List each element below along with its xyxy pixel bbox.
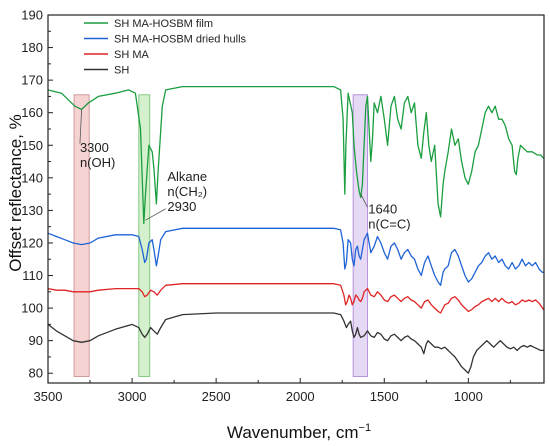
legend: SH MA-HOSBM film SH MA-HOSBM dried hulls S… bbox=[84, 18, 247, 77]
legend-label: SH MA-HOSBM dried hulls bbox=[114, 34, 247, 46]
y-tick-label: 180 bbox=[21, 40, 43, 55]
annotation-line: n(OH) bbox=[80, 155, 115, 170]
axes bbox=[47, 14, 545, 384]
band-1 bbox=[138, 94, 151, 377]
annotation-line: n(CH₂) bbox=[167, 184, 207, 199]
legend-label: SH MA bbox=[114, 49, 150, 61]
legend-label: SH bbox=[114, 65, 129, 77]
x-tick-label: 2000 bbox=[286, 389, 315, 404]
y-tick-label: 190 bbox=[21, 8, 43, 23]
series-line-3 bbox=[47, 312, 544, 374]
y-tick-label: 110 bbox=[22, 268, 43, 283]
y-tick-label: 90 bbox=[29, 333, 43, 348]
y-axis-title: Offset reflectance, % bbox=[6, 114, 25, 271]
annotation-line: Alkane bbox=[167, 169, 207, 184]
annotation-leader bbox=[360, 193, 368, 208]
annotation-leader bbox=[145, 208, 166, 221]
x-axis-title-main: Wavenumber, cm bbox=[227, 423, 359, 442]
y-tick-label: 170 bbox=[21, 73, 43, 88]
annotation-line: n(C=C) bbox=[368, 217, 410, 232]
band-0 bbox=[73, 94, 90, 377]
series-line-0 bbox=[47, 85, 545, 225]
plot-frame bbox=[47, 14, 545, 384]
highlight-bands bbox=[73, 94, 368, 377]
x-axis-title-superscript: −1 bbox=[359, 422, 372, 434]
series-line-2 bbox=[47, 283, 545, 314]
x-tick-label: 2500 bbox=[202, 389, 231, 404]
annotation-0: 3300 n(OH) bbox=[80, 140, 115, 170]
x-tick-label: 1000 bbox=[454, 389, 483, 404]
annotation-1: Alkane n(CH₂) 2930 bbox=[167, 169, 207, 214]
annotation-leader bbox=[79, 109, 83, 144]
annotation-line: 3300 bbox=[80, 140, 109, 155]
x-tick-label: 3000 bbox=[118, 389, 147, 404]
x-tick-label: 3500 bbox=[34, 389, 63, 404]
x-axis-title: Wavenumber, cm−1 bbox=[227, 422, 371, 442]
y-tick-label: 120 bbox=[21, 235, 43, 250]
annotation-2: 1640 n(C=C) bbox=[368, 202, 410, 232]
y-tick-label: 150 bbox=[21, 138, 43, 153]
annotation-line: 1640 bbox=[368, 202, 397, 217]
peak-annotations: 3300 n(OH) Alkane n(CH₂) 2930 1640 n(C=C) bbox=[79, 109, 411, 232]
y-tick-label: 100 bbox=[21, 301, 43, 316]
y-tick-label: 130 bbox=[21, 203, 43, 218]
x-tick-label: 1500 bbox=[370, 389, 399, 404]
y-tick-label: 160 bbox=[21, 105, 43, 120]
annotation-line: 2930 bbox=[167, 199, 196, 214]
tick-labels: 3500 3000 2500 2000 1500 1000 80 90 100 110 120 130… bbox=[21, 8, 483, 405]
y-tick-label: 80 bbox=[29, 366, 43, 381]
y-tick-label: 140 bbox=[21, 170, 43, 185]
legend-label: SH MA-HOSBM film bbox=[114, 18, 213, 30]
series-lines bbox=[47, 85, 545, 374]
series-line-1 bbox=[47, 227, 544, 286]
